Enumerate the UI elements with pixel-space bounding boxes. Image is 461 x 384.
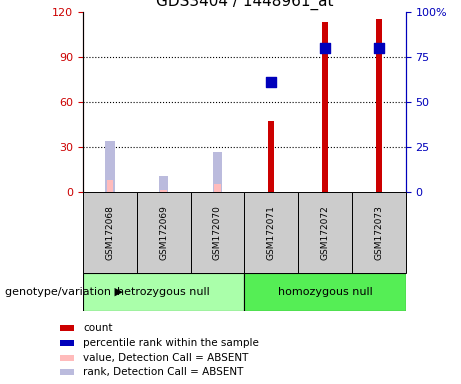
Text: GSM172069: GSM172069 — [159, 205, 168, 260]
Text: percentile rank within the sample: percentile rank within the sample — [83, 338, 260, 348]
Bar — [352, 192, 406, 273]
Bar — [190, 192, 244, 273]
Bar — [83, 192, 137, 273]
Bar — [105, 141, 115, 192]
Bar — [83, 273, 244, 311]
Bar — [298, 192, 352, 273]
Text: rank, Detection Call = ABSENT: rank, Detection Call = ABSENT — [83, 367, 244, 377]
Text: value, Detection Call = ABSENT: value, Detection Call = ABSENT — [83, 353, 249, 363]
Bar — [60, 355, 74, 361]
Point — [267, 79, 275, 85]
Bar — [137, 192, 190, 273]
Bar — [322, 22, 328, 192]
Bar — [213, 152, 222, 192]
Point — [321, 45, 329, 51]
Bar — [376, 19, 382, 192]
Bar — [376, 189, 382, 192]
Bar — [268, 121, 274, 192]
Bar — [106, 180, 113, 192]
Bar — [244, 192, 298, 273]
Text: GSM172070: GSM172070 — [213, 205, 222, 260]
Bar — [244, 273, 406, 311]
Text: GSM172072: GSM172072 — [320, 205, 330, 260]
Text: hetrozygous null: hetrozygous null — [117, 287, 210, 297]
Bar — [160, 190, 167, 192]
Text: GSM172068: GSM172068 — [106, 205, 114, 260]
Text: count: count — [83, 323, 113, 333]
Bar — [214, 184, 221, 192]
Text: genotype/variation ▶: genotype/variation ▶ — [5, 287, 123, 297]
Point — [375, 45, 383, 51]
Bar — [60, 369, 74, 376]
Title: GDS3404 / 1448961_at: GDS3404 / 1448961_at — [155, 0, 333, 10]
Bar — [60, 325, 74, 331]
Text: GSM172073: GSM172073 — [374, 205, 383, 260]
Text: GSM172071: GSM172071 — [267, 205, 276, 260]
Text: homozygous null: homozygous null — [278, 287, 372, 297]
Bar — [60, 340, 74, 346]
Bar — [159, 176, 168, 192]
